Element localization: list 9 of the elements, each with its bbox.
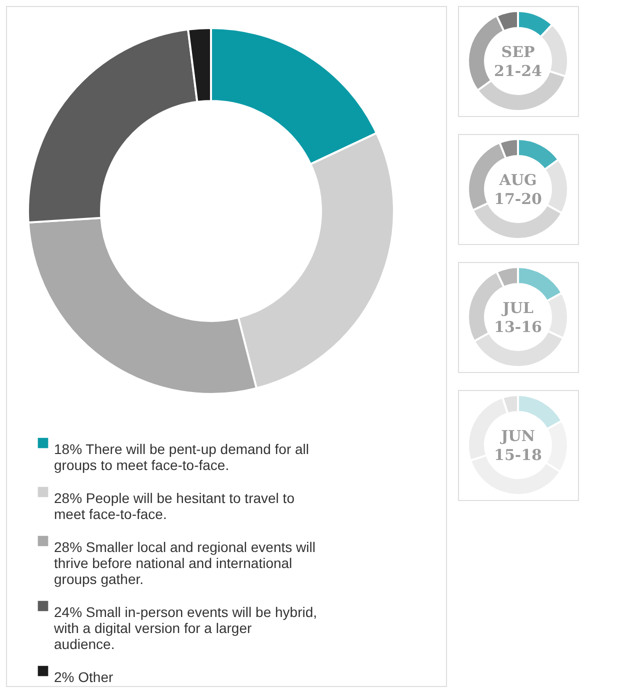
text: JUL 13-16 bbox=[494, 299, 542, 336]
text: AUG 17-20 bbox=[494, 171, 542, 208]
legend-label: 24% Small in-person events will be hybrid, with a digital version for a larger audience. bbox=[53, 604, 318, 652]
legend-label: 2% Other bbox=[54, 669, 114, 685]
legend-label: 28% People will be hesitant to travel to meet face-to-face. bbox=[54, 490, 295, 522]
text: JUN 15-18 bbox=[494, 427, 542, 464]
legend-label: 18% There will be pent-up demand for all groups to meet face-to-face. bbox=[54, 441, 310, 473]
legend-label: 28% Smaller local and regional events will thrive before national and international groups gather. bbox=[54, 539, 316, 587]
text: SEP 21-24 bbox=[494, 43, 542, 80]
